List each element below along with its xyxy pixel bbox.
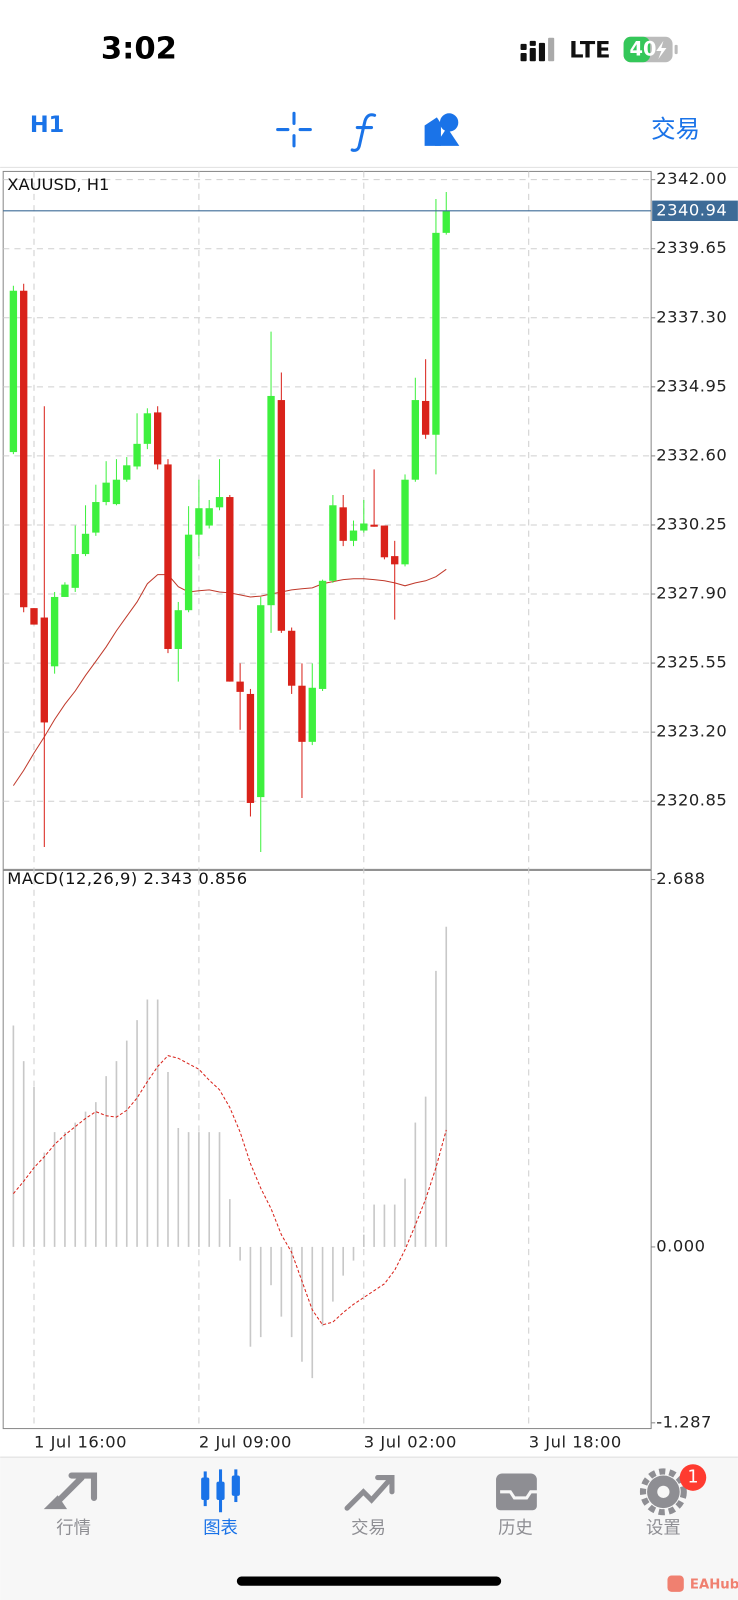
plot-layer: 1 Jul 16:00 2 Jul 09:00 3 Jul 02:00 3 Jul 1… [3,169,738,1451]
watermark: EAHub [690,1578,738,1593]
timeframe-button[interactable]: H1 [30,112,64,138]
y-tick-label: 2320.85 [656,791,727,810]
tab-bar [0,1457,738,1600]
battery-level: 40 [629,38,656,61]
history-icon[interactable] [496,1473,541,1511]
candle-body [9,290,18,453]
candle-body [123,465,131,480]
tab-label[interactable]: 历史 [498,1519,533,1539]
battery-icon [623,36,678,63]
y-tick-label: 2325.55 [656,653,727,672]
candle-body [81,533,90,555]
y-tick-label: 2330.25 [656,514,727,533]
tab-label[interactable]: 图表 [203,1519,238,1539]
price-panel [2,170,652,870]
candle-body [432,232,440,435]
candle-body [421,400,430,435]
candle-body [20,290,28,608]
crosshair-button[interactable] [276,111,312,148]
badge [679,1464,707,1491]
current-price-box [652,200,738,222]
home-indicator [236,1576,502,1586]
candle-body [380,525,389,558]
badge-count: 1 [687,1468,698,1488]
x-tick-label: 1 Jul 16:00 [34,1432,127,1451]
candle-body [318,580,327,689]
macd-title: MACD(12,26,9) 2.343 0.856 [7,869,247,888]
candle-body [349,530,358,541]
candle-body [195,508,203,535]
settings-icon[interactable] [639,1468,687,1516]
candle-body [370,524,378,527]
y-tick-label: 2323.20 [656,722,727,741]
candle-body [71,554,79,588]
candle-body [246,693,255,803]
y-tick-label: -1.287 [656,1412,712,1431]
chart-icon[interactable] [201,1469,240,1513]
trade-button[interactable]: 交易 [651,115,700,144]
status-time: 3:02 [101,32,177,67]
candle-body [102,482,110,503]
current-price-label: 2340.94 [656,200,727,219]
candle-body [267,395,275,606]
candle-body [50,596,59,667]
candle-body [30,608,38,625]
y-tick-label: 2342.00 [656,169,727,188]
candle-body [442,210,450,233]
y-tick-label: 2337.30 [656,307,727,326]
candle-body [164,464,172,649]
candle-body [226,497,234,682]
chart-title: XAUUSD, H1 [7,175,109,194]
candle-body [329,505,337,581]
candle-body [298,685,306,742]
tab-label[interactable]: 设置 [646,1519,681,1539]
candle-body [174,610,182,649]
candle-body [277,400,286,631]
watermark-logo [667,1575,684,1592]
macd-panel [2,869,652,1430]
y-tick-label: 2332.60 [656,445,727,464]
y-tick-label: 2334.95 [656,376,727,395]
y-tick-label: 2.688 [656,869,705,888]
tab-labels: 行情 图表 交易 历史 设置 [56,1519,680,1539]
x-tick-label: 2 Jul 09:00 [199,1432,292,1451]
network-label: LTE [569,38,610,64]
candle-body [143,413,152,444]
indicator-button[interactable] [350,113,377,152]
objects-button[interactable] [424,113,460,146]
candle-body [92,502,100,533]
candle-body [401,479,409,565]
candle-body [215,497,224,508]
y-tick-label: 2327.90 [656,584,727,603]
signal-icon [520,37,555,62]
candle-body [360,523,368,531]
tab-label[interactable]: 行情 [56,1519,91,1539]
candle-body [236,681,244,692]
candle-body [61,584,69,597]
candle-body [391,556,399,565]
tab-label[interactable]: 交易 [351,1519,386,1539]
x-tick-label: 3 Jul 18:00 [529,1432,622,1451]
candle-body [411,400,420,480]
trade-icon[interactable] [344,1475,395,1511]
signal-line [12,1055,447,1326]
candle-body [339,507,347,541]
candle-body [154,412,162,465]
candle-body [287,630,296,686]
candle-body [133,443,141,467]
y-tick-label: 2339.65 [656,238,727,257]
quotes-icon[interactable] [43,1472,98,1510]
x-tick-label: 3 Jul 02:00 [364,1432,457,1451]
candle-body [205,508,213,526]
candle-body [40,617,48,723]
y-tick-label: 0.000 [656,1236,705,1255]
candle-body [308,687,316,742]
candle-body [184,534,193,611]
candle-body [112,479,121,505]
candle-body [257,605,265,798]
